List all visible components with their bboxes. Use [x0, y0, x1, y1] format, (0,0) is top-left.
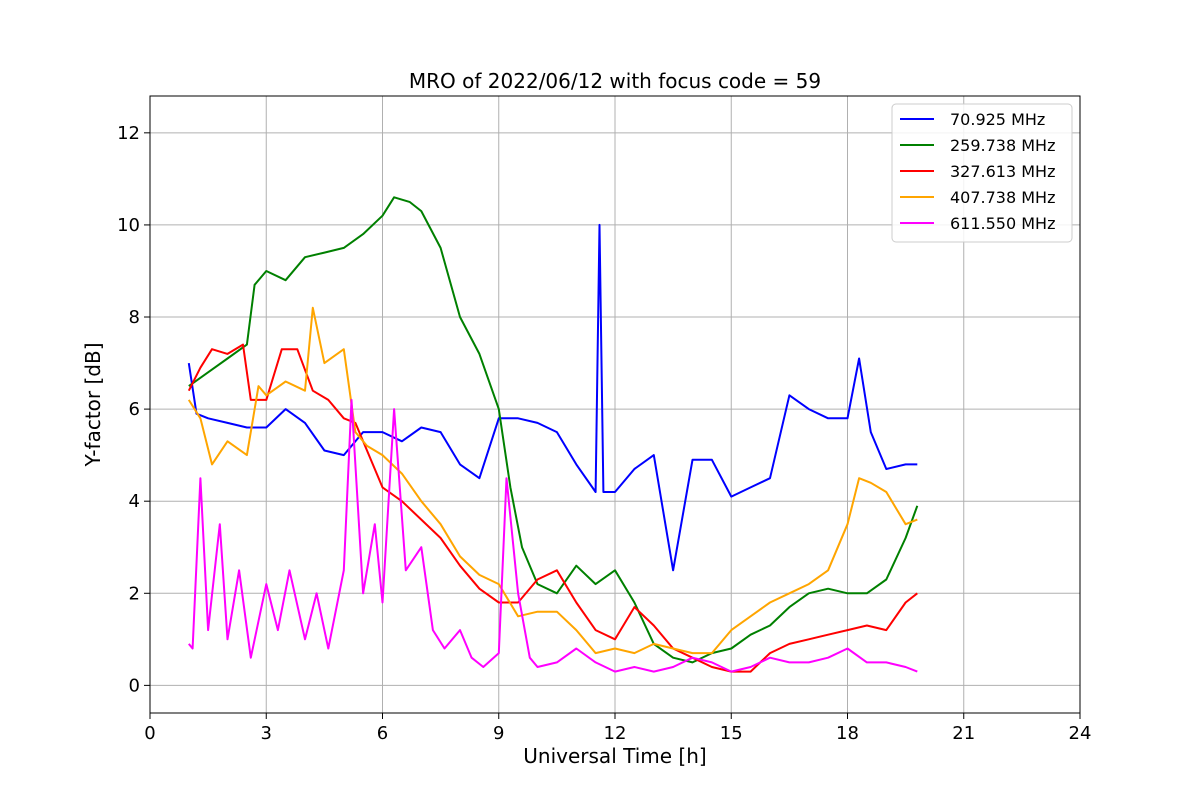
y-tick-label: 6: [129, 399, 140, 420]
y-tick-label: 0: [129, 675, 140, 696]
legend-label: 259.738 MHz: [950, 136, 1055, 155]
x-axis-label: Universal Time [h]: [523, 744, 706, 768]
y-tick-label: 8: [129, 307, 140, 328]
legend-label: 327.613 MHz: [950, 162, 1055, 181]
y-tick-label: 12: [117, 123, 140, 144]
series-line-4: [188, 398, 918, 673]
legend: 70.925 MHz 259.738 MHz 327.613 MHz 407.738 …: [891, 103, 1073, 243]
x-tick-label: 3: [261, 723, 272, 744]
y-tick-label: 10: [117, 215, 140, 236]
x-tick-label: 0: [144, 723, 155, 744]
x-tick-label: 6: [377, 723, 388, 744]
x-tick-label: 21: [952, 723, 975, 744]
legend-label: 407.738 MHz: [950, 188, 1055, 207]
y-tick-label: 4: [129, 491, 140, 512]
x-tick-label: 24: [1069, 723, 1092, 744]
y-axis-label: Y-factor [dB]: [81, 342, 105, 467]
plot-series: [187, 196, 919, 673]
series-line-2: [187, 343, 918, 673]
legend-box: [891, 103, 1073, 243]
series-line-0: [187, 223, 918, 572]
y-tick-label: 2: [129, 583, 140, 604]
series-line-3: [187, 306, 918, 655]
series-line-1: [188, 196, 919, 664]
x-tick-label: 9: [493, 723, 504, 744]
legend-label: 70.925 MHz: [950, 110, 1045, 129]
chart-title: MRO of 2022/06/12 with focus code = 59: [409, 69, 821, 93]
x-tick-label: 12: [604, 723, 627, 744]
legend-label: 611.550 MHz: [950, 214, 1055, 233]
x-tick-label: 18: [836, 723, 859, 744]
x-tick-label: 15: [720, 723, 743, 744]
